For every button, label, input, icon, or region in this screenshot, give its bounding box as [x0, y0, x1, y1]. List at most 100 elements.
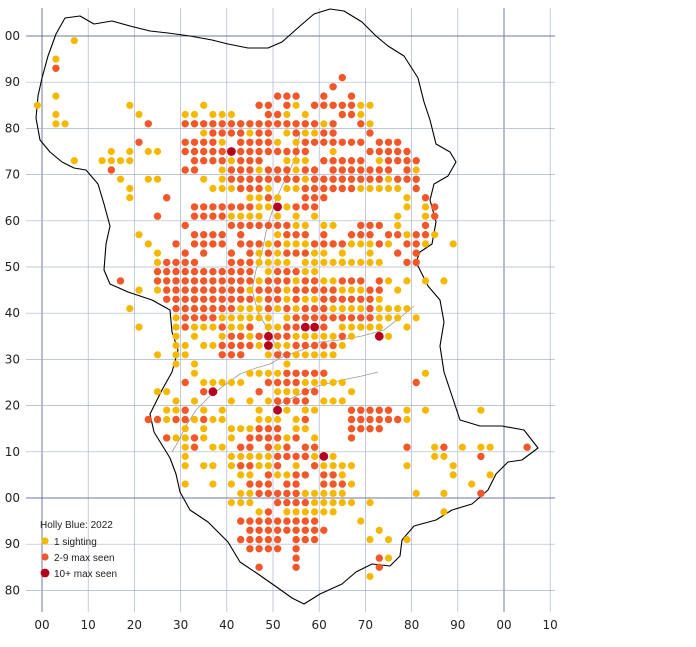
record-1-sighting [320, 351, 328, 359]
record-2-9-max-seen [227, 203, 236, 211]
record-2-9-max-seen [283, 101, 291, 110]
record-2-9-max-seen [320, 369, 328, 377]
record-1-sighting [172, 406, 180, 414]
record-2-9-max-seen [227, 304, 236, 313]
record-1-sighting [218, 314, 226, 322]
records-2-9-max-seen [52, 64, 531, 571]
record-1-sighting [264, 184, 272, 193]
record-2-9-max-seen [200, 267, 208, 276]
record-2-9-max-seen [172, 286, 180, 294]
record-2-9-max-seen [366, 415, 374, 424]
record-2-9-max-seen [347, 434, 356, 442]
record-2-9-max-seen [181, 378, 189, 387]
record-1-sighting [227, 434, 235, 442]
record-1-sighting [116, 157, 125, 165]
record-2-9-max-seen [329, 175, 337, 183]
record-1-sighting [200, 425, 208, 433]
record-1-sighting [237, 305, 245, 313]
record-2-9-max-seen [320, 138, 328, 146]
record-1-sighting [144, 147, 152, 156]
record-1-sighting [227, 462, 235, 470]
record-1-sighting [283, 258, 291, 266]
record-2-9-max-seen [320, 471, 328, 479]
record-2-9-max-seen [292, 120, 300, 128]
record-2-9-max-seen [172, 415, 180, 424]
record-1-sighting [301, 240, 309, 248]
record-10-plus-max-seen [264, 341, 273, 350]
record-1-sighting [357, 184, 365, 193]
record-2-9-max-seen [246, 480, 254, 488]
record-2-9-max-seen [347, 110, 356, 119]
record-2-9-max-seen [209, 212, 217, 220]
record-2-9-max-seen [329, 166, 337, 174]
record-1-sighting [107, 157, 115, 165]
record-1-sighting [421, 212, 430, 220]
legend-swatch-1-sighting [41, 537, 49, 545]
record-1-sighting [274, 443, 282, 451]
record-2-9-max-seen [200, 240, 208, 248]
record-2-9-max-seen [310, 120, 319, 128]
record-2-9-max-seen [310, 314, 319, 322]
record-1-sighting [449, 240, 457, 248]
record-1-sighting [329, 397, 337, 405]
record-1-sighting [292, 462, 300, 470]
record-10-plus-max-seen [227, 147, 236, 156]
record-1-sighting [301, 295, 309, 303]
record-1-sighting [338, 499, 346, 507]
record-1-sighting [283, 129, 291, 137]
record-1-sighting [292, 415, 300, 424]
record-2-9-max-seen [153, 212, 162, 220]
record-2-9-max-seen [264, 489, 273, 498]
record-1-sighting [375, 184, 383, 193]
record-2-9-max-seen [190, 120, 199, 128]
record-2-9-max-seen [412, 184, 420, 193]
record-1-sighting [394, 286, 402, 294]
record-1-sighting [311, 489, 319, 497]
record-1-sighting [274, 341, 282, 350]
record-2-9-max-seen [357, 175, 365, 183]
record-2-9-max-seen [283, 267, 291, 276]
record-2-9-max-seen [200, 314, 208, 322]
record-2-9-max-seen [107, 166, 116, 174]
record-2-9-max-seen [264, 535, 273, 544]
record-2-9-max-seen [310, 526, 319, 534]
y-tick-label: 60 [5, 214, 20, 228]
record-1-sighting [486, 471, 494, 479]
record-2-9-max-seen [246, 138, 254, 146]
record-2-9-max-seen [301, 535, 309, 544]
record-1-sighting [163, 415, 171, 424]
record-1-sighting [172, 332, 180, 340]
record-2-9-max-seen [347, 295, 356, 303]
record-1-sighting [403, 536, 411, 544]
record-2-9-max-seen [163, 194, 171, 202]
record-1-sighting [135, 323, 143, 331]
record-2-9-max-seen [338, 295, 346, 303]
record-2-9-max-seen [218, 212, 226, 220]
record-2-9-max-seen [301, 498, 309, 507]
y-tick-label: 00 [5, 29, 20, 43]
record-1-sighting [403, 203, 411, 211]
record-1-sighting [181, 434, 189, 442]
record-1-sighting [255, 305, 263, 313]
record-1-sighting [246, 212, 254, 220]
record-2-9-max-seen [292, 129, 300, 137]
record-1-sighting [301, 157, 309, 165]
record-2-9-max-seen [329, 471, 337, 479]
record-2-9-max-seen [181, 295, 189, 303]
record-2-9-max-seen [237, 231, 245, 239]
record-2-9-max-seen [431, 212, 439, 220]
record-2-9-max-seen [301, 120, 309, 128]
record-2-9-max-seen [218, 341, 226, 350]
record-2-9-max-seen [366, 406, 374, 414]
record-1-sighting [283, 406, 291, 414]
record-1-sighting [338, 249, 346, 257]
record-2-9-max-seen [273, 425, 282, 433]
record-2-9-max-seen [218, 351, 226, 359]
record-2-9-max-seen [292, 295, 300, 303]
record-1-sighting [209, 323, 217, 331]
record-1-sighting [153, 351, 162, 359]
record-1-sighting [181, 341, 189, 350]
x-tick-label: 10 [81, 618, 96, 632]
record-1-sighting [209, 110, 217, 119]
record-2-9-max-seen [384, 415, 393, 424]
